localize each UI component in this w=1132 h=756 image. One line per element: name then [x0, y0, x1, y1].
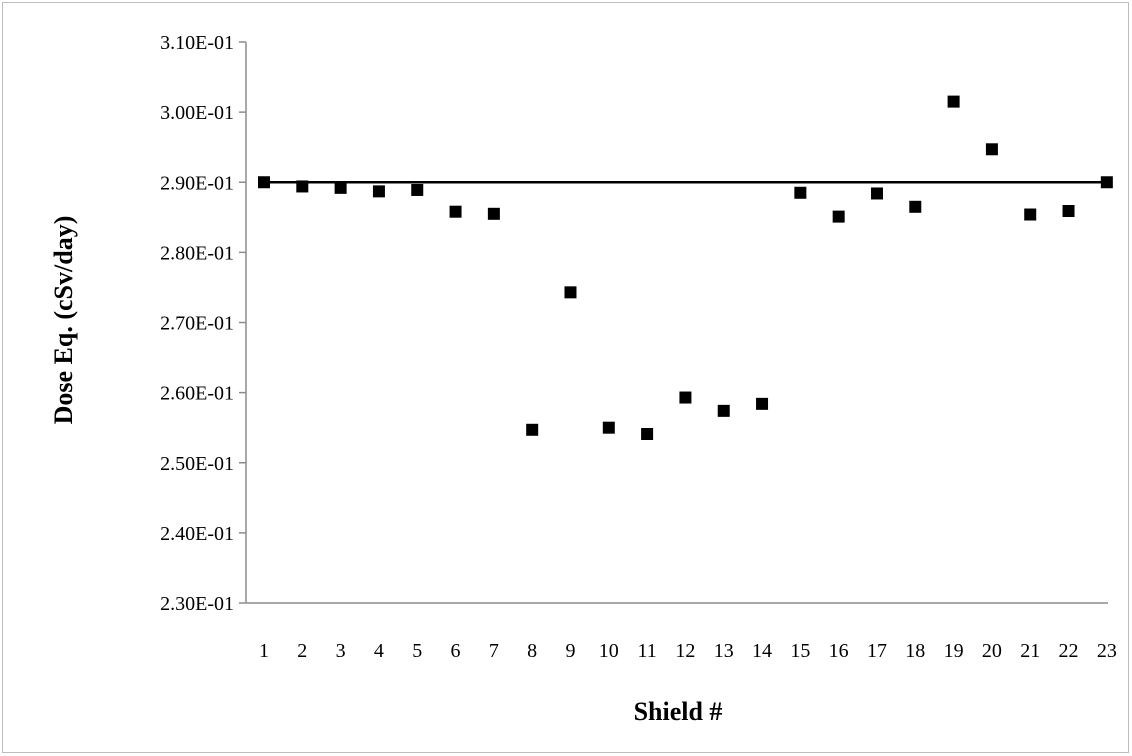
y-tick-label: 2.80E-01 — [160, 242, 234, 264]
data-point — [372, 185, 385, 198]
data-point — [1024, 208, 1037, 221]
x-tick-label: 5 — [412, 640, 422, 662]
data-point — [487, 207, 500, 220]
data-point — [947, 95, 960, 108]
x-tick-label: 20 — [982, 640, 1002, 662]
x-tick-label: 22 — [1059, 640, 1079, 662]
x-tick-label: 8 — [527, 640, 537, 662]
y-tick-label: 2.90E-01 — [160, 172, 234, 194]
data-point — [564, 286, 577, 299]
x-tick-label: 19 — [944, 640, 964, 662]
data-point — [602, 421, 615, 434]
data-point — [1062, 205, 1075, 218]
x-tick-label: 17 — [867, 640, 887, 662]
data-point — [526, 423, 539, 436]
data-point — [1100, 176, 1113, 189]
data-point — [334, 181, 347, 194]
data-point — [909, 200, 922, 213]
data-point — [985, 143, 998, 156]
y-axis: 2.30E-01 2.40E-01 2.50E-01 2.60E-01 2.70E-01… — [160, 32, 247, 615]
x-tick-label: 11 — [637, 640, 656, 662]
x-tick-label: 21 — [1020, 640, 1040, 662]
x-tick-label: 7 — [489, 640, 499, 662]
x-tick-label: 10 — [599, 640, 619, 662]
y-tick-label: 3.00E-01 — [160, 102, 234, 124]
y-tick-label: 2.70E-01 — [160, 313, 234, 335]
x-tick-label: 16 — [829, 640, 849, 662]
y-tick-label: 2.50E-01 — [160, 453, 234, 475]
x-tick-label: 1 — [259, 640, 269, 662]
y-tick-label: 2.60E-01 — [160, 383, 234, 405]
y-tick-label: 2.30E-01 — [160, 593, 234, 615]
data-points — [258, 95, 1113, 440]
data-point — [449, 205, 462, 218]
x-tick-label: 4 — [374, 640, 384, 662]
data-point — [296, 180, 309, 193]
y-tick-label: 3.10E-01 — [160, 32, 234, 54]
x-tick-label: 13 — [714, 640, 734, 662]
data-point — [870, 187, 883, 200]
data-point — [717, 404, 730, 417]
y-axis-title: Dose Eq. (cSv/day) — [49, 216, 78, 425]
x-tick-label: 18 — [905, 640, 925, 662]
x-tick-label: 6 — [451, 640, 461, 662]
data-point — [258, 176, 270, 189]
x-axis: 1 2 3 4 5 6 7 8 9 10 11 12 13 14 15 16 17 18 19 20 21 22 23 — [246, 602, 1117, 662]
x-tick-label: 2 — [297, 640, 307, 662]
x-tick-label: 15 — [790, 640, 810, 662]
x-tick-label: 14 — [752, 640, 772, 662]
x-axis-title: Shield # — [634, 697, 723, 726]
x-tick-label: 9 — [565, 640, 575, 662]
data-point — [756, 397, 769, 410]
x-tick-label: 23 — [1097, 640, 1117, 662]
x-tick-label: 12 — [675, 640, 695, 662]
y-tick-label: 2.40E-01 — [160, 523, 234, 545]
data-point — [832, 210, 845, 223]
data-point — [411, 183, 424, 196]
data-point — [679, 391, 692, 404]
data-point — [641, 427, 654, 440]
x-tick-label: 3 — [336, 640, 346, 662]
data-point — [794, 186, 807, 199]
